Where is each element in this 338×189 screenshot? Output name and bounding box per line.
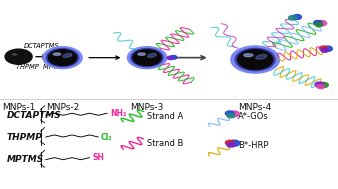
Circle shape: [48, 50, 77, 66]
Circle shape: [231, 46, 280, 73]
Circle shape: [314, 21, 322, 25]
Circle shape: [319, 46, 328, 51]
Circle shape: [229, 111, 239, 117]
Text: SH: SH: [92, 153, 104, 162]
Text: Cl₂: Cl₂: [101, 132, 113, 142]
Circle shape: [5, 49, 32, 64]
Text: DCTAPTMS: DCTAPTMS: [7, 111, 62, 120]
Circle shape: [170, 55, 177, 59]
Circle shape: [225, 111, 234, 116]
Text: B*-HRP: B*-HRP: [238, 141, 269, 150]
Text: DCTAPTMS: DCTAPTMS: [24, 43, 59, 49]
Text: MNPs-2: MNPs-2: [46, 103, 79, 112]
Circle shape: [167, 56, 173, 60]
Text: MNPs-4: MNPs-4: [239, 103, 272, 112]
Text: Strand A: Strand A: [147, 112, 183, 121]
Ellipse shape: [244, 54, 253, 57]
Circle shape: [317, 21, 327, 26]
Circle shape: [225, 140, 234, 145]
Ellipse shape: [147, 53, 156, 57]
Circle shape: [319, 82, 328, 88]
Text: Strand B: Strand B: [147, 139, 184, 148]
Circle shape: [317, 84, 324, 89]
Circle shape: [133, 50, 161, 66]
Text: MNPs-3: MNPs-3: [130, 103, 164, 112]
Text: MPTMS: MPTMS: [7, 155, 44, 164]
Circle shape: [293, 15, 301, 19]
Circle shape: [227, 143, 235, 147]
Text: THPMP: THPMP: [7, 132, 43, 142]
Circle shape: [289, 15, 297, 20]
Circle shape: [43, 47, 82, 69]
Text: THPMP  MPTMS: THPMP MPTMS: [16, 64, 67, 70]
Circle shape: [229, 140, 240, 146]
Circle shape: [321, 48, 329, 52]
Text: A*-GOs: A*-GOs: [238, 112, 269, 121]
Circle shape: [238, 50, 273, 69]
Ellipse shape: [53, 53, 61, 55]
Circle shape: [235, 48, 275, 71]
Ellipse shape: [138, 53, 145, 55]
Circle shape: [315, 82, 324, 87]
Circle shape: [227, 113, 235, 118]
Circle shape: [127, 47, 167, 69]
Circle shape: [315, 23, 323, 27]
Ellipse shape: [63, 53, 72, 57]
Circle shape: [323, 46, 332, 51]
Circle shape: [46, 49, 79, 67]
Ellipse shape: [256, 54, 267, 59]
Circle shape: [131, 49, 163, 67]
Ellipse shape: [13, 54, 17, 55]
Circle shape: [169, 57, 173, 59]
Text: MNPs-1: MNPs-1: [2, 103, 35, 112]
Text: NH₂: NH₂: [110, 109, 126, 118]
